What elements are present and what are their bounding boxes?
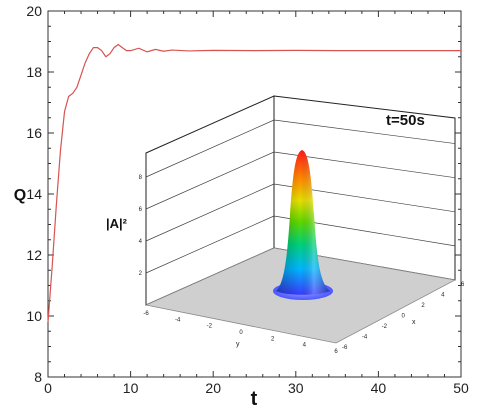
x-tick-label: 0: [44, 380, 52, 396]
inset-x-tick: -6: [342, 345, 348, 351]
y-tick-label: 14: [26, 186, 42, 202]
inset-y-tick: -6: [143, 311, 149, 317]
y-axis-label: Q: [14, 187, 26, 204]
inset-x-tick: -2: [382, 324, 388, 330]
inset-z-tick-labels: 2 4 6 8: [139, 175, 143, 277]
inset-z-tick: 4: [139, 239, 143, 245]
inset-x-axis-label: x: [412, 319, 416, 326]
x-tick-label: 20: [205, 380, 221, 396]
time-annotation: t=50s: [386, 112, 425, 129]
y-tick-label: 8: [34, 369, 42, 385]
inset-z-tick: 6: [139, 207, 143, 213]
x-tick-label: 10: [123, 380, 139, 396]
inset-y-axis-label: y: [236, 341, 240, 348]
y-tick-label: 12: [26, 247, 42, 263]
inset-x-tick: 2: [421, 303, 425, 309]
inset-z-tick: 8: [139, 175, 143, 181]
inset-surface-plot: 2 4 6 8 -6 -4 -2 0 2 4 6 -6 -4 -2 0 2 4 6 |A|² x y: [106, 95, 465, 355]
y-tick-label: 18: [26, 64, 42, 80]
inset-grid-line: [145, 119, 275, 178]
inset-x-tick: 4: [441, 293, 445, 299]
inset-y-tick: 6: [334, 349, 338, 355]
inset-z-axis-label: |A|²: [106, 216, 128, 231]
inset-y-tick: 2: [271, 336, 275, 342]
y-tick-label: 16: [26, 125, 42, 141]
inset-x-tick: -4: [362, 335, 368, 341]
y-tick-label: 20: [26, 3, 42, 19]
inset-x-tick-labels: -6 -4 -2 0 2 4 6: [342, 282, 465, 351]
inset-y-tick: 4: [303, 343, 307, 349]
inset-peak-shading: [276, 150, 330, 295]
x-tick-label: 30: [288, 380, 304, 396]
inset-grid-line: [273, 119, 456, 144]
inset-y-tick-labels: -6 -4 -2 0 2 4 6: [143, 311, 338, 355]
inset-x-tick: 6: [461, 282, 465, 288]
axis-ticks: [47, 10, 462, 378]
y-tick-label: 10: [26, 308, 42, 324]
inset-z-tick: 2: [139, 271, 143, 277]
inset-y-tick: -2: [207, 324, 213, 330]
inset-grid-line: [145, 151, 275, 210]
inset-y-tick: 0: [239, 330, 243, 336]
x-tick-label: 50: [453, 380, 469, 396]
inset-x-tick: 0: [402, 314, 406, 320]
x-axis-label: t: [251, 388, 258, 410]
x-tick-label: 40: [371, 380, 387, 396]
series-line: [47, 43, 461, 323]
inset-grid-line: [145, 215, 275, 274]
inset-grid-line: [145, 183, 275, 242]
inset-y-tick: -4: [175, 317, 181, 323]
